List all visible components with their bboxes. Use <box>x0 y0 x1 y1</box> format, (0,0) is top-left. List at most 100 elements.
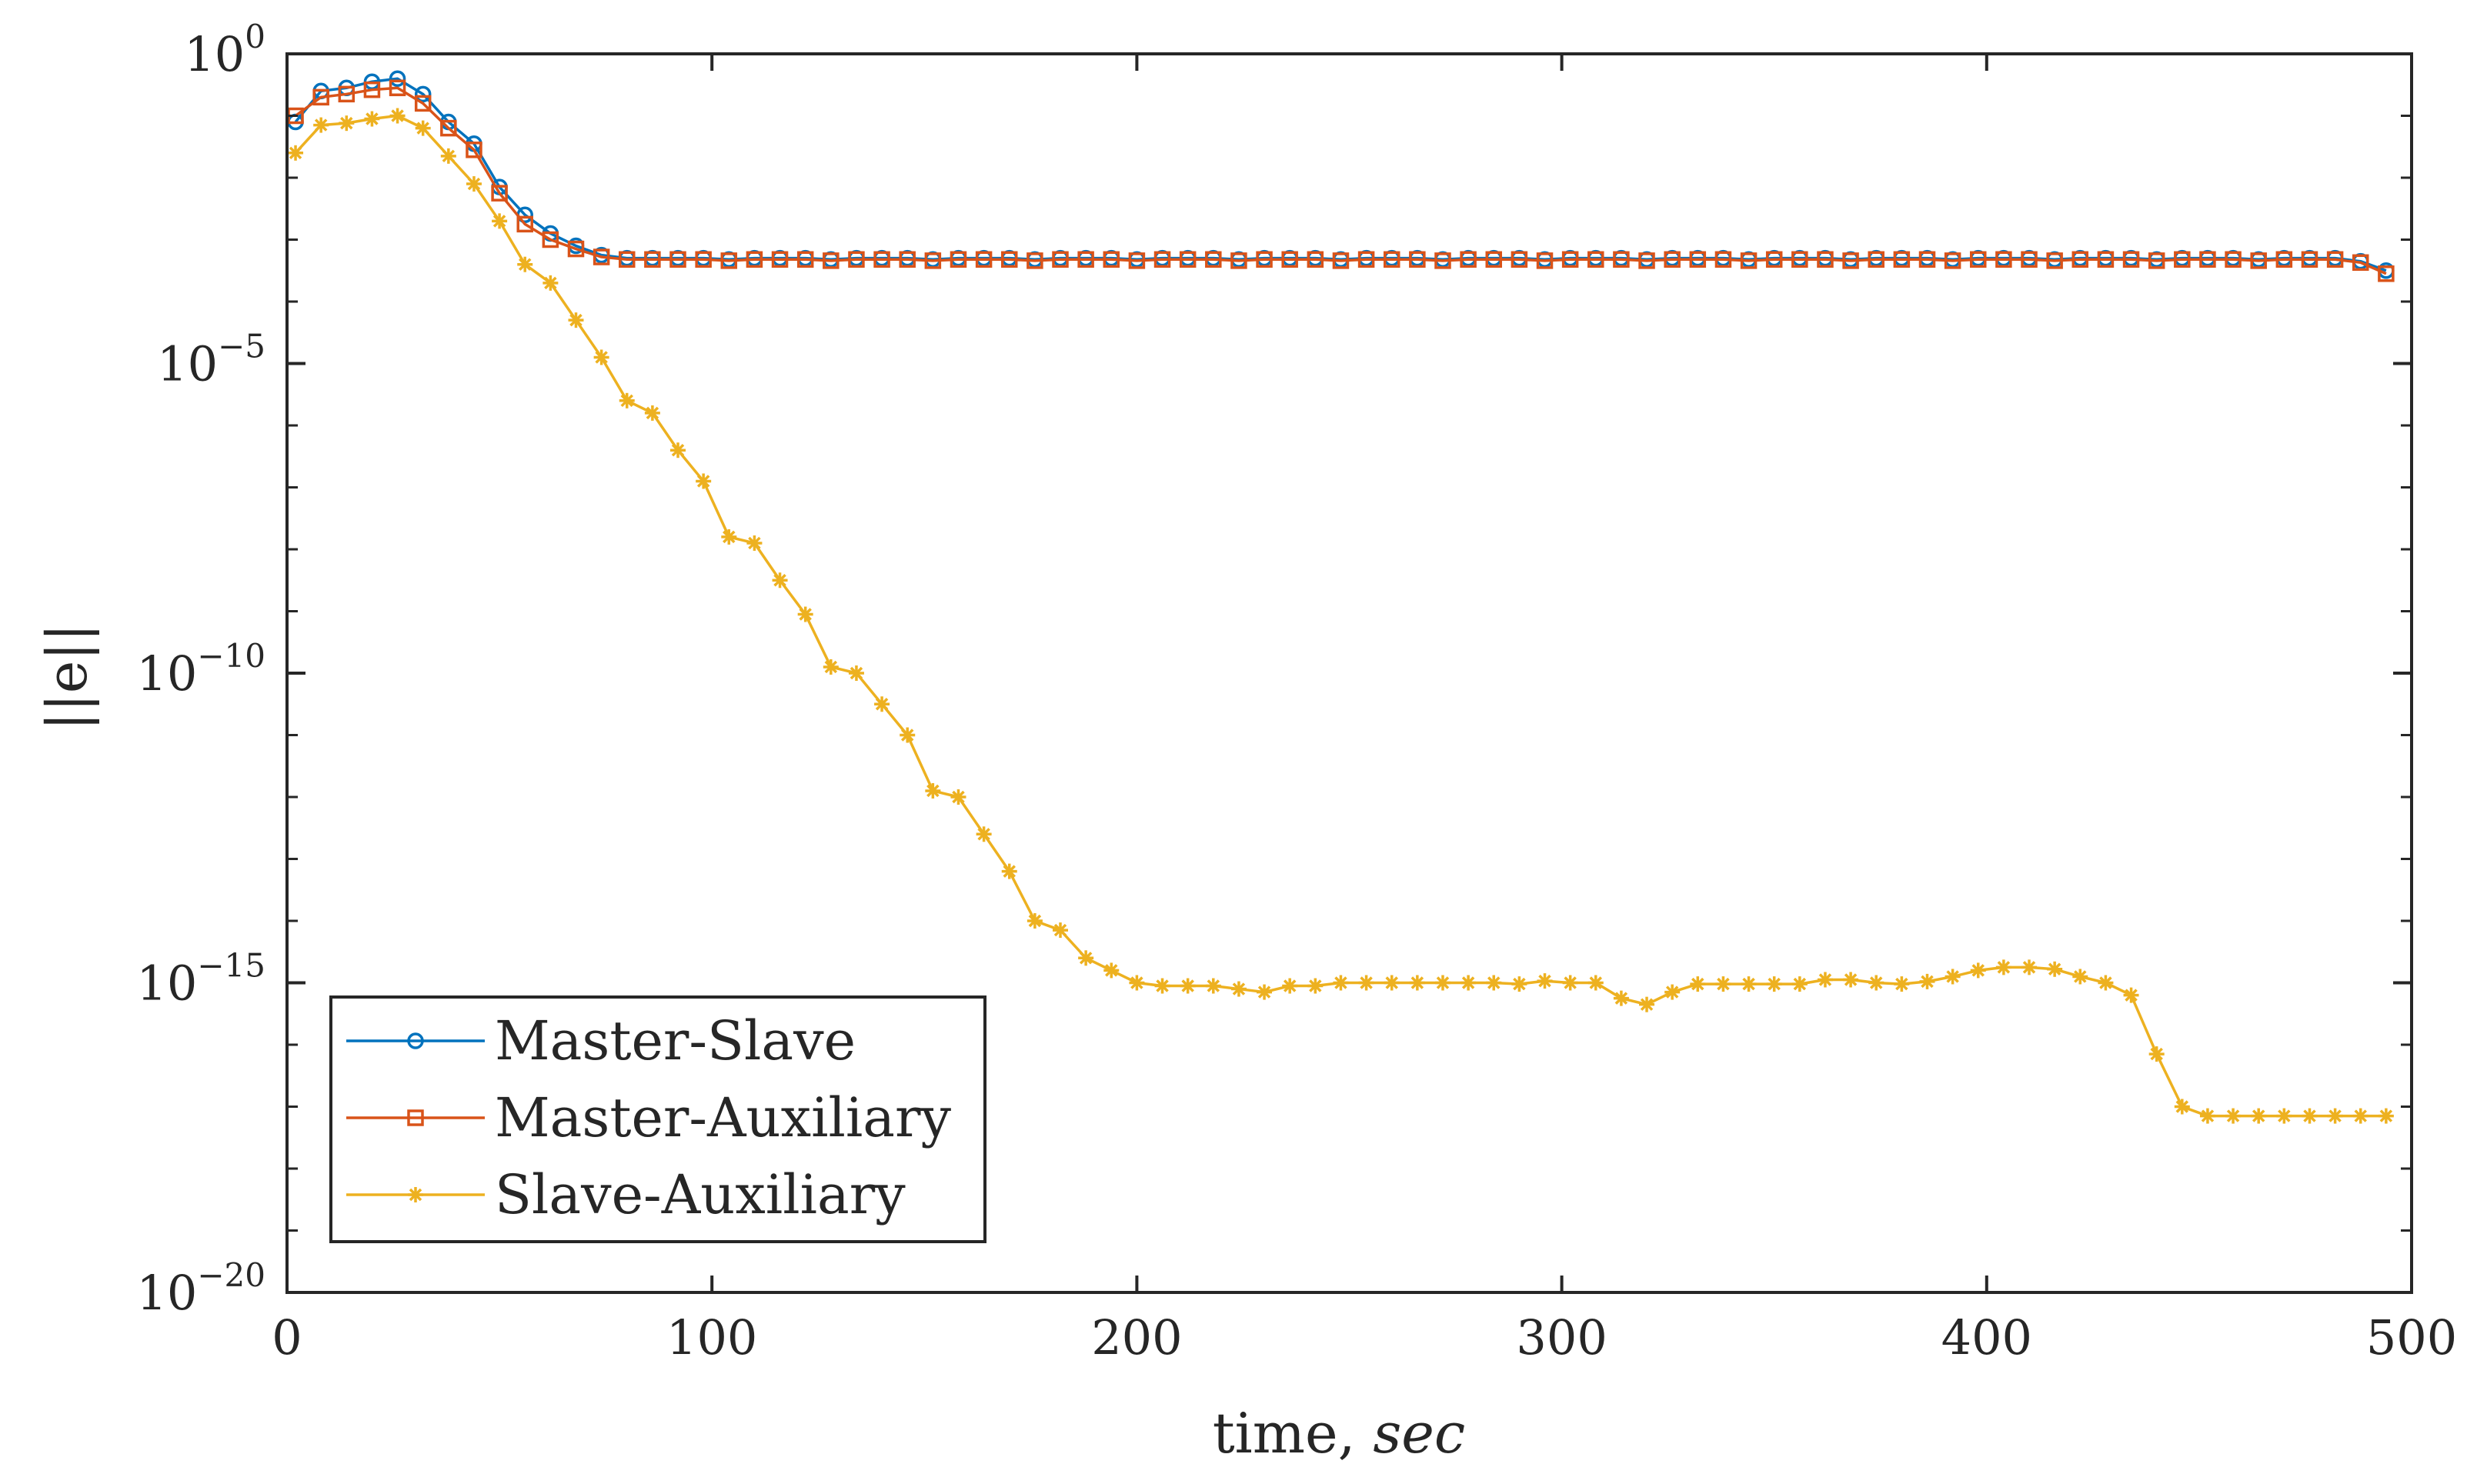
data-point <box>2302 1108 2318 1124</box>
data-point <box>492 213 508 229</box>
data-point <box>1919 973 1935 989</box>
data-point <box>542 231 559 248</box>
data-point <box>1307 978 1324 994</box>
data-point <box>1027 252 1043 269</box>
data-point <box>2097 251 2115 268</box>
data-point <box>1409 975 1425 991</box>
data-point <box>1918 251 1936 268</box>
data-point <box>669 251 686 268</box>
plot-frame <box>285 52 2413 1294</box>
data-point <box>1333 975 1349 991</box>
data-point <box>1995 959 2011 975</box>
data-point <box>593 248 610 265</box>
data-point <box>1129 975 1145 991</box>
data-point <box>1817 251 1834 268</box>
data-point <box>1791 976 1808 992</box>
data-point <box>1638 252 1655 269</box>
data-point <box>2352 1108 2369 1124</box>
data-point <box>288 145 304 161</box>
series-layer <box>287 70 2395 1124</box>
data-point <box>1894 976 1910 992</box>
data-point <box>1690 976 1706 992</box>
data-point <box>440 148 456 164</box>
data-point <box>1511 976 1527 992</box>
data-point <box>619 392 635 409</box>
data-point <box>1180 978 1196 994</box>
data-point <box>1817 972 1833 988</box>
data-point <box>1741 976 1757 992</box>
y-axis-title: ||e|| <box>35 623 99 731</box>
data-point <box>414 95 432 112</box>
legend-marker-asterisk <box>408 1187 423 1202</box>
data-point <box>1714 251 1732 268</box>
data-point <box>2046 252 2063 269</box>
data-point <box>516 215 533 233</box>
data-point <box>1843 972 1859 988</box>
data-point <box>1357 251 1375 268</box>
data-point <box>2327 1108 2343 1124</box>
data-point <box>593 349 609 365</box>
data-point <box>1511 251 1528 268</box>
legend-entry-slave-auxiliary: Slave-Auxiliary <box>346 1163 906 1226</box>
data-point <box>2378 265 2395 282</box>
data-point <box>1970 962 1986 979</box>
data-point <box>1281 251 1298 268</box>
data-point <box>1307 251 1324 268</box>
data-point <box>1970 251 1987 268</box>
data-point <box>2326 251 2344 268</box>
data-point <box>619 251 636 268</box>
data-point <box>1384 975 1400 991</box>
data-point <box>1000 251 1018 268</box>
data-point <box>2148 252 2165 269</box>
data-point <box>644 251 661 268</box>
data-point <box>1766 976 1782 992</box>
data-point <box>1613 990 1629 1006</box>
data-point <box>2276 1108 2292 1124</box>
data-point <box>1128 252 1146 269</box>
y-tick-exponent: 0 <box>245 18 265 55</box>
legend-label-master-auxiliary: Master-Auxiliary <box>495 1086 951 1149</box>
data-point <box>2047 961 2063 977</box>
data-point <box>2174 251 2191 268</box>
data-point <box>517 256 533 272</box>
x-tick-label: 300 <box>1516 1309 1607 1366</box>
data-point <box>466 142 482 158</box>
data-point <box>899 251 916 268</box>
data-point <box>338 85 356 103</box>
data-point <box>670 442 686 459</box>
data-point <box>1053 922 1069 939</box>
data-point <box>1434 975 1450 991</box>
data-point <box>2072 969 2088 985</box>
data-point <box>389 70 406 87</box>
data-point <box>1485 251 1502 268</box>
y-tick-base: 10 <box>184 26 245 82</box>
data-point <box>415 120 431 136</box>
legend-entry-master-slave: Master-Slave <box>346 1009 856 1072</box>
data-point <box>950 789 966 805</box>
y-tick-exponent: −15 <box>197 947 265 985</box>
x-axis-title-main: time, <box>1213 1401 1374 1466</box>
data-point <box>389 108 406 124</box>
data-point <box>1179 251 1197 268</box>
data-point <box>1995 251 2012 268</box>
y-tick-label: 100 <box>184 18 265 82</box>
data-point <box>1205 251 1222 268</box>
data-point <box>2122 251 2140 268</box>
data-point <box>2123 987 2139 1003</box>
data-point <box>389 79 406 97</box>
legend-marker-circle <box>407 1032 424 1049</box>
data-point <box>2148 1046 2165 1062</box>
data-point <box>2275 251 2293 268</box>
data-point <box>339 115 355 132</box>
data-point <box>1154 978 1170 994</box>
legend-box <box>329 995 986 1243</box>
x-tick-label: 0 <box>272 1309 302 1366</box>
data-point <box>2199 251 2216 268</box>
data-point <box>2225 1108 2242 1124</box>
data-point <box>696 473 712 489</box>
data-point <box>1613 251 1630 268</box>
data-point <box>823 252 840 269</box>
data-point <box>2199 1108 2215 1124</box>
